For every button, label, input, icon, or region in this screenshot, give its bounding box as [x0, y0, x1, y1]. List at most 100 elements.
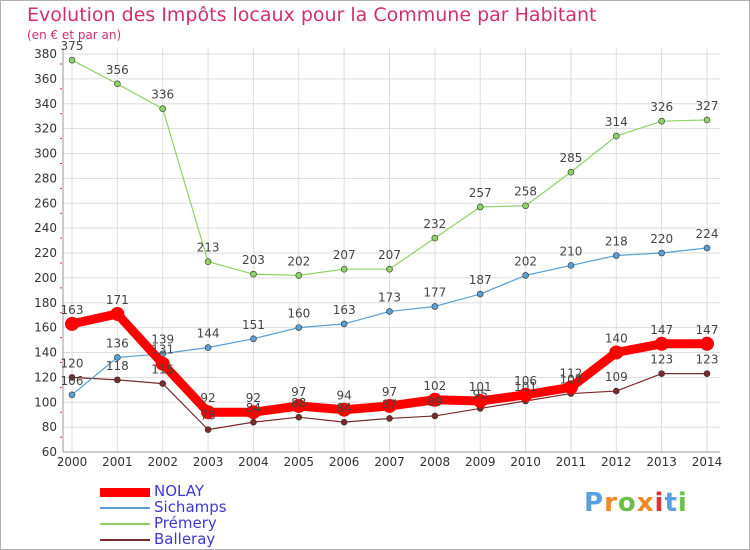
series-point-balleray [431, 412, 439, 420]
x-tick-label: 2001 [102, 455, 133, 469]
data-label-nolay: 147 [696, 323, 719, 337]
legend-label-premery: Prémery [154, 514, 217, 532]
series-point-prémery [295, 272, 303, 279]
data-label-prémery: 314 [605, 115, 628, 129]
y-tick-label: 260 [34, 196, 57, 210]
y-tick-label: 340 [34, 97, 57, 111]
chart-subtitle: (en € et par an) [27, 28, 122, 42]
data-label-prémery: 257 [469, 186, 492, 200]
data-label-prémery: 232 [423, 217, 446, 231]
series-point-prémery [204, 258, 212, 266]
series-point-sichamps [386, 308, 393, 315]
y-tick-label: 300 [34, 147, 57, 161]
series-point-nolay [609, 345, 624, 360]
x-tick-label: 2008 [420, 455, 451, 469]
series-point-balleray [204, 426, 212, 433]
chart-title: Evolution des Impôts locaux pour la Comm… [27, 4, 597, 26]
data-label-balleray: 84 [337, 401, 352, 415]
data-label-nolay: 92 [200, 391, 215, 405]
data-label-balleray: 123 [650, 353, 673, 367]
x-tick-label: 2006 [329, 455, 360, 469]
data-label-balleray: 88 [291, 396, 306, 410]
data-label-sichamps: 220 [650, 232, 673, 246]
series-point-prémery [386, 265, 393, 273]
data-label-prémery: 375 [61, 39, 84, 53]
data-label-nolay: 101 [469, 380, 492, 394]
series-point-prémery [159, 105, 167, 113]
logo-letter: i [677, 488, 688, 518]
proxiti-logo: Proxiti [584, 488, 688, 518]
data-label-prémery: 285 [559, 151, 582, 165]
data-label-nolay: 163 [61, 303, 84, 317]
data-label-nolay: 131 [151, 343, 174, 357]
series-point-nolay [110, 306, 125, 321]
y-tick-label: 200 [34, 271, 57, 285]
series-point-nolay [201, 405, 216, 420]
series-point-sichamps [431, 303, 439, 310]
legend-swatch-premery [100, 523, 150, 525]
series-point-sichamps [68, 391, 76, 399]
series-point-sichamps [476, 290, 484, 298]
series-point-prémery [250, 270, 257, 278]
series-point-balleray [612, 387, 620, 395]
series-point-nolay [337, 402, 352, 417]
data-label-prémery: 336 [151, 88, 174, 102]
data-label-prémery: 326 [650, 100, 673, 114]
x-tick-label: 2000 [57, 455, 88, 469]
y-tick-label: 240 [34, 221, 57, 235]
series-point-prémery [114, 80, 121, 88]
y-tick-label: 320 [34, 122, 57, 136]
series-point-balleray [703, 370, 711, 377]
data-label-prémery: 327 [696, 99, 719, 113]
series-point-balleray [68, 374, 76, 381]
data-label-balleray: 123 [696, 353, 719, 367]
data-label-balleray: 87 [382, 397, 397, 411]
series-point-sichamps [522, 272, 529, 279]
series-point-sichamps [567, 262, 575, 269]
series-point-prémery [612, 132, 620, 140]
data-label-sichamps: 202 [514, 254, 537, 268]
data-label-prémery: 203 [242, 253, 265, 267]
logo-letter: t [664, 488, 678, 518]
data-label-balleray: 120 [61, 356, 84, 370]
series-point-prémery [658, 117, 665, 125]
series-point-sichamps [612, 252, 620, 259]
data-label-prémery: 207 [333, 248, 356, 262]
y-tick-label: 180 [34, 296, 57, 310]
data-label-nolay: 94 [337, 389, 352, 403]
data-label-nolay: 92 [246, 391, 261, 405]
legend-swatch-balleray [100, 539, 150, 541]
series-point-sichamps [658, 249, 665, 257]
series-point-prémery [703, 116, 711, 124]
data-label-balleray: 89 [427, 395, 442, 409]
y-tick-label: 380 [34, 47, 57, 61]
legend-label-nolay: NOLAY [154, 482, 204, 500]
data-label-sichamps: 210 [559, 244, 582, 258]
series-point-balleray [386, 415, 393, 422]
y-tick-label: 280 [34, 171, 57, 185]
legend-label-balleray: Balleray [154, 530, 216, 548]
data-label-nolay: 106 [514, 374, 537, 388]
series-point-balleray [114, 376, 121, 384]
series-point-balleray [295, 413, 303, 421]
x-tick-label: 2007 [374, 455, 405, 469]
series-point-balleray [340, 418, 348, 426]
series-point-sichamps [340, 320, 348, 328]
legend-label-sichamps: Sichamps [154, 498, 227, 516]
series-point-nolay [700, 336, 714, 351]
x-tick-label: 2002 [147, 455, 178, 469]
data-label-prémery: 207 [378, 248, 401, 262]
x-tick-label: 2009 [465, 455, 496, 469]
series-point-prémery [68, 56, 76, 64]
data-label-balleray: 78 [200, 409, 215, 423]
logo-letter: P [584, 488, 605, 518]
data-label-sichamps: 106 [61, 374, 84, 388]
data-label-sichamps: 163 [333, 303, 356, 317]
series-point-nolay [518, 387, 533, 402]
data-label-sichamps: 136 [106, 336, 129, 350]
series-point-balleray [658, 370, 665, 377]
data-label-prémery: 356 [106, 63, 129, 77]
series-point-balleray [159, 380, 167, 387]
data-label-balleray: 115 [151, 363, 174, 377]
data-label-prémery: 213 [197, 241, 220, 255]
